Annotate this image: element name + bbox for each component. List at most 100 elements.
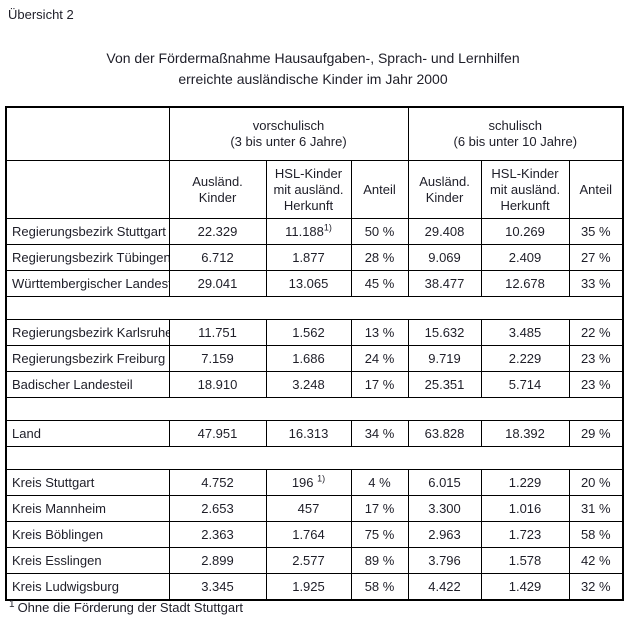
table-row: Regierungsbezirk Stuttgart 22.329 11.188… xyxy=(5,218,624,245)
table-row: Kreis Ludwigsburg 3.345 1.925 58 % 4.422… xyxy=(5,573,624,601)
row-label: Kreis Ludwigsburg xyxy=(5,573,170,601)
value-cell: 17 % xyxy=(350,371,409,398)
value-cell: 11.1881) xyxy=(265,218,352,245)
value-cell: 34 % xyxy=(350,420,409,447)
footnote-marker: 1 xyxy=(9,598,15,610)
value-cell: 29 % xyxy=(568,420,624,447)
value-cell: 2.899 xyxy=(168,547,267,574)
value-cell: 3.796 xyxy=(407,547,482,574)
row-label: Kreis Stuttgart xyxy=(5,469,170,496)
value-cell: 2.409 xyxy=(480,244,570,271)
table-row: Württembergischer Landesteil 29.041 13.0… xyxy=(5,270,624,297)
value-cell: 1.429 xyxy=(480,573,570,601)
table-container: vorschulisch (3 bis unter 6 Jahre) schul… xyxy=(5,106,625,601)
value-cell: 24 % xyxy=(350,345,409,372)
value-cell: 58 % xyxy=(350,573,409,601)
value-cell: 58 % xyxy=(568,521,624,548)
row-label: Württembergischer Landesteil xyxy=(5,270,170,297)
value-cell: 2.363 xyxy=(168,521,267,548)
value-cell: 29.041 xyxy=(168,270,267,297)
title-line-2: erreichte ausländische Kinder im Jahr 20… xyxy=(178,71,448,87)
value-text: 11.188 xyxy=(285,223,324,239)
value-cell: 1.723 xyxy=(480,521,570,548)
value-cell: 6.015 xyxy=(407,469,482,496)
value-cell: 9.719 xyxy=(407,345,482,372)
table-row: Kreis Mannheim 2.653 457 17 % 3.300 1.01… xyxy=(5,495,624,522)
value-cell: 1.016 xyxy=(480,495,570,522)
col-header-auslaend-kinder-1: Ausländ. Kinder xyxy=(168,160,267,219)
row-label: Land xyxy=(5,420,170,447)
footnote-text: Ohne die Förderung der Stadt Stuttgart xyxy=(17,600,244,615)
value-cell: 89 % xyxy=(350,547,409,574)
spacer-row xyxy=(5,397,624,421)
table-row: Land 47.951 16.313 34 % 63.828 18.392 29… xyxy=(5,420,624,447)
value-cell: 23 % xyxy=(568,345,624,372)
col-header-hsl-kinder-1: HSL-Kinder mit ausländ. Herkunft xyxy=(265,160,352,219)
value-cell: 9.069 xyxy=(407,244,482,271)
row-label: Regierungsbezirk Freiburg xyxy=(5,345,170,372)
value-cell: 45 % xyxy=(350,270,409,297)
value-cell: 2.963 xyxy=(407,521,482,548)
value-cell: 16.313 xyxy=(265,420,352,447)
value-cell: 1.578 xyxy=(480,547,570,574)
value-cell: 11.751 xyxy=(168,319,267,346)
table-row: Regierungsbezirk Freiburg 7.159 1.686 24… xyxy=(5,345,624,372)
sub-header-row: Ausländ. Kinder HSL-Kinder mit ausländ. … xyxy=(5,160,624,219)
spacer-row xyxy=(5,446,624,470)
spacer-row xyxy=(5,296,624,320)
value-cell: 1.764 xyxy=(265,521,352,548)
value-cell: 23 % xyxy=(568,371,624,398)
row-label: Regierungsbezirk Stuttgart xyxy=(5,218,170,245)
table-row: Badischer Landesteil 18.910 3.248 17 % 2… xyxy=(5,371,624,398)
value-cell: 15.632 xyxy=(407,319,482,346)
row-label: Kreis Böblingen xyxy=(5,521,170,548)
value-cell: 35 % xyxy=(568,218,624,245)
value-cell: 25.351 xyxy=(407,371,482,398)
row-label: Regierungsbezirk Karlsruhe xyxy=(5,319,170,346)
value-cell: 1.562 xyxy=(265,319,352,346)
value-cell: 28 % xyxy=(350,244,409,271)
statistics-table: vorschulisch (3 bis unter 6 Jahre) schul… xyxy=(5,106,625,601)
value-cell: 22.329 xyxy=(168,218,267,245)
value-cell: 1.877 xyxy=(265,244,352,271)
value-cell: 33 % xyxy=(568,270,624,297)
document-title: Von der Fördermaßnahme Hausaufgaben-, Sp… xyxy=(0,48,626,90)
value-cell: 18.392 xyxy=(480,420,570,447)
value-cell: 31 % xyxy=(568,495,624,522)
value-cell: 4.422 xyxy=(407,573,482,601)
footnote-ref: 1) xyxy=(323,222,332,233)
value-cell: 38.477 xyxy=(407,270,482,297)
title-line-1: Von der Fördermaßnahme Hausaufgaben-, Sp… xyxy=(106,50,520,66)
value-cell: 7.159 xyxy=(168,345,267,372)
value-cell: 75 % xyxy=(350,521,409,548)
value-cell: 3.300 xyxy=(407,495,482,522)
value-cell: 4.752 xyxy=(168,469,267,496)
value-cell: 2.229 xyxy=(480,345,570,372)
table-row: Regierungsbezirk Karlsruhe 11.751 1.562 … xyxy=(5,319,624,346)
footnote: 1 Ohne die Förderung der Stadt Stuttgart xyxy=(9,598,244,615)
row-label: Kreis Mannheim xyxy=(5,495,170,522)
value-cell: 12.678 xyxy=(480,270,570,297)
value-cell: 4 % xyxy=(350,469,409,496)
group-header-row: vorschulisch (3 bis unter 6 Jahre) schul… xyxy=(5,106,624,161)
value-cell: 13 % xyxy=(350,319,409,346)
spacer-cell xyxy=(5,397,624,421)
value-cell: 1.686 xyxy=(265,345,352,372)
value-cell: 1.229 xyxy=(480,469,570,496)
spacer-cell xyxy=(5,296,624,320)
row-label: Kreis Esslingen xyxy=(5,547,170,574)
row-label: Regierungsbezirk Tübingen xyxy=(5,244,170,271)
table-row: Kreis Stuttgart 4.752 196 1) 4 % 6.015 1… xyxy=(5,469,624,496)
value-cell: 27 % xyxy=(568,244,624,271)
value-cell: 47.951 xyxy=(168,420,267,447)
empty-corner-cell xyxy=(5,106,170,161)
empty-corner-cell xyxy=(5,160,170,219)
spacer-cell xyxy=(5,446,624,470)
value-cell: 2.653 xyxy=(168,495,267,522)
value-cell: 50 % xyxy=(350,218,409,245)
value-cell: 3.345 xyxy=(168,573,267,601)
table-row: Regierungsbezirk Tübingen 6.712 1.877 28… xyxy=(5,244,624,271)
value-cell: 29.408 xyxy=(407,218,482,245)
value-cell: 2.577 xyxy=(265,547,352,574)
